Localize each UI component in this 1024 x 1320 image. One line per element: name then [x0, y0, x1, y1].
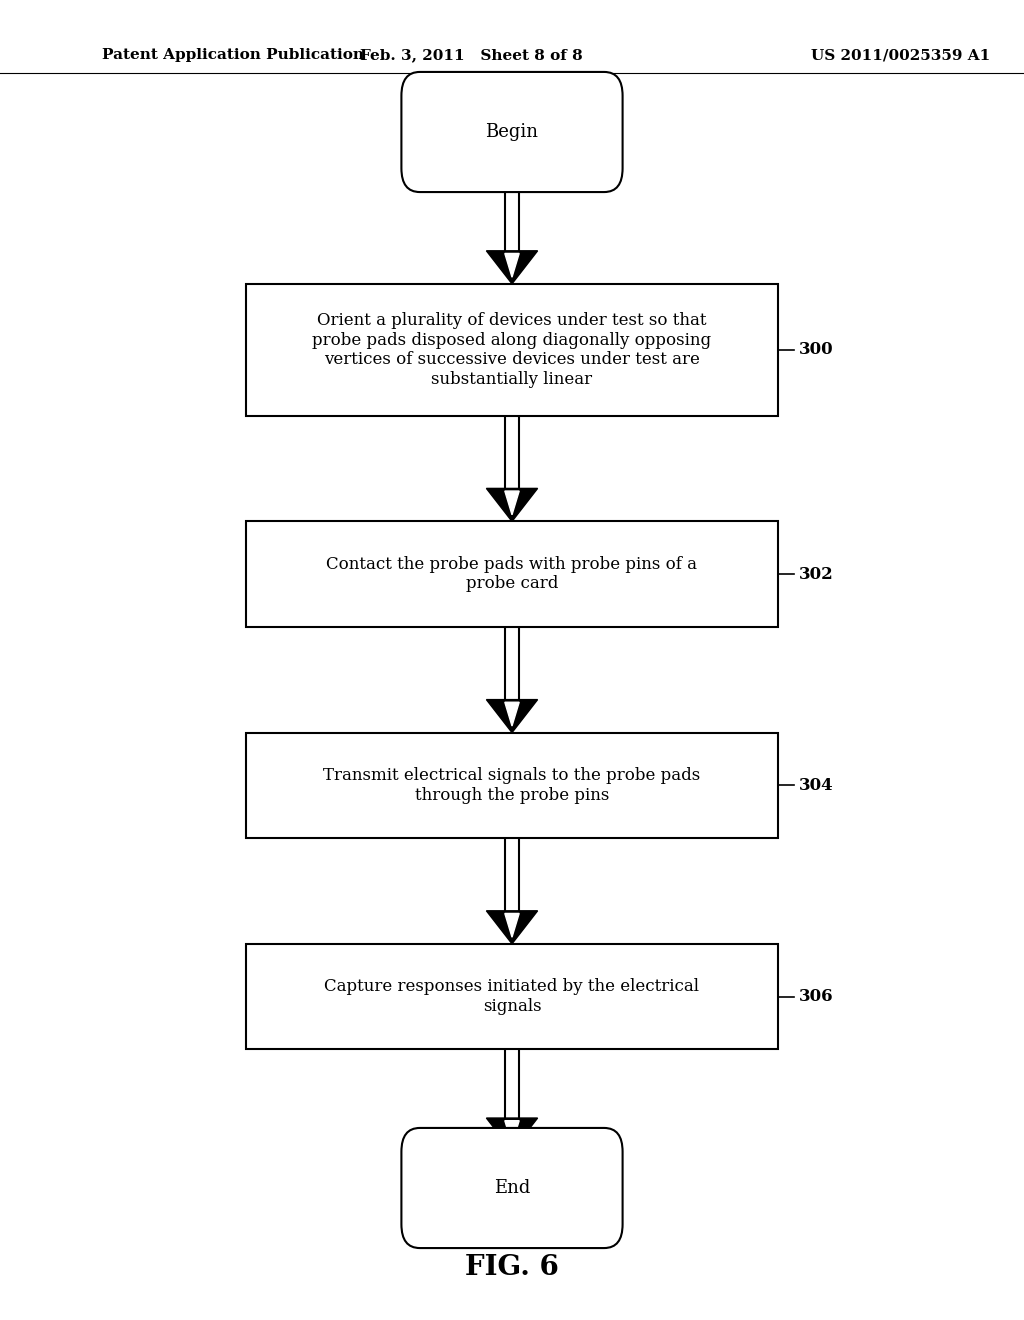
Bar: [246, 944, 778, 1049]
Text: Patent Application Publication: Patent Application Publication: [102, 49, 365, 62]
Text: Feb. 3, 2011   Sheet 8 of 8: Feb. 3, 2011 Sheet 8 of 8: [359, 49, 583, 62]
Text: 302: 302: [799, 566, 834, 582]
Text: 304: 304: [799, 777, 834, 793]
Text: End: End: [494, 1179, 530, 1197]
Bar: [246, 284, 778, 416]
Text: 306: 306: [799, 989, 834, 1005]
Bar: [246, 733, 778, 838]
Text: Contact the probe pads with probe pins of a
probe card: Contact the probe pads with probe pins o…: [327, 556, 697, 593]
Polygon shape: [505, 702, 519, 726]
Polygon shape: [505, 913, 519, 937]
Polygon shape: [505, 253, 519, 277]
Polygon shape: [505, 491, 519, 515]
Text: US 2011/0025359 A1: US 2011/0025359 A1: [811, 49, 991, 62]
Polygon shape: [486, 1118, 538, 1151]
Polygon shape: [486, 251, 538, 284]
Polygon shape: [486, 911, 538, 944]
Polygon shape: [486, 700, 538, 733]
FancyBboxPatch shape: [401, 71, 623, 191]
Polygon shape: [505, 1121, 519, 1144]
Text: FIG. 6: FIG. 6: [465, 1254, 559, 1280]
Polygon shape: [486, 488, 538, 521]
Text: 300: 300: [799, 342, 834, 358]
Text: Begin: Begin: [485, 123, 539, 141]
Text: Transmit electrical signals to the probe pads
through the probe pins: Transmit electrical signals to the probe…: [324, 767, 700, 804]
Text: Orient a plurality of devices under test so that
probe pads disposed along diago: Orient a plurality of devices under test…: [312, 312, 712, 388]
Text: Capture responses initiated by the electrical
signals: Capture responses initiated by the elect…: [325, 978, 699, 1015]
Bar: [246, 521, 778, 627]
FancyBboxPatch shape: [401, 1127, 623, 1249]
